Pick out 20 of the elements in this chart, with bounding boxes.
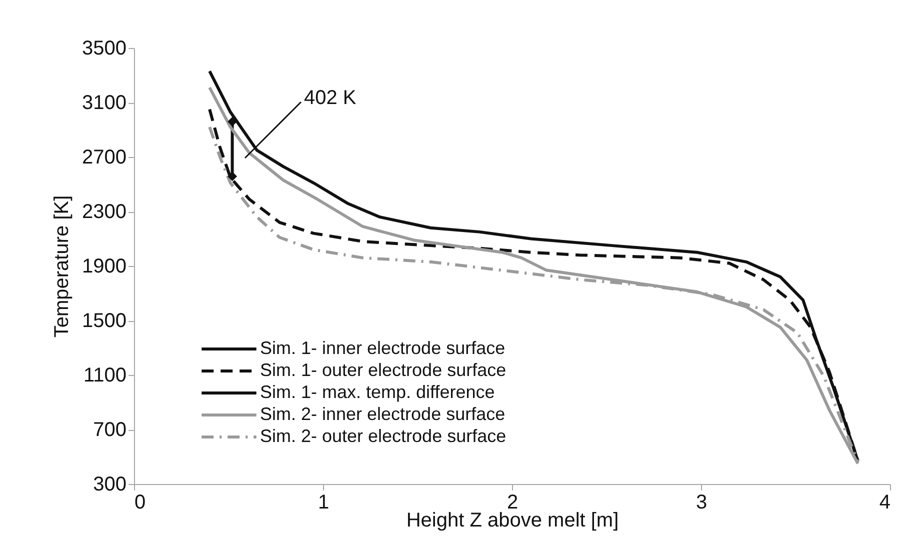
legend-label: Sim. 1- outer electrode surface	[260, 360, 506, 380]
y-tick-label: 1900	[82, 256, 126, 278]
legend-label: Sim. 1- inner electrode surface	[260, 338, 506, 358]
y-tick-label: 1500	[82, 310, 126, 332]
x-tick-label: 0	[134, 492, 146, 514]
y-axis-title: Temperature [K]	[51, 195, 74, 338]
annotation: 402 K	[304, 87, 357, 109]
y-tick-label: 1100	[83, 364, 126, 386]
y-tick-label: 2700	[82, 146, 126, 168]
legend-label: Sim. 1- max. temp. difference	[260, 382, 495, 402]
y-tick-label: 2300	[82, 201, 126, 223]
x-tick-label: 1	[318, 492, 330, 514]
y-tick-label: 300	[93, 474, 126, 496]
x-tick-label: 4	[879, 492, 890, 514]
y-tick-label: 700	[93, 419, 126, 441]
y-tick-label: 3100	[82, 92, 126, 114]
legend-label: Sim. 2- outer electrode surface	[260, 426, 506, 446]
y-tick-label: 3500	[82, 38, 126, 60]
x-tick-label: 3	[696, 492, 708, 514]
legend-label: Sim. 2- inner electrode surface	[260, 404, 506, 424]
